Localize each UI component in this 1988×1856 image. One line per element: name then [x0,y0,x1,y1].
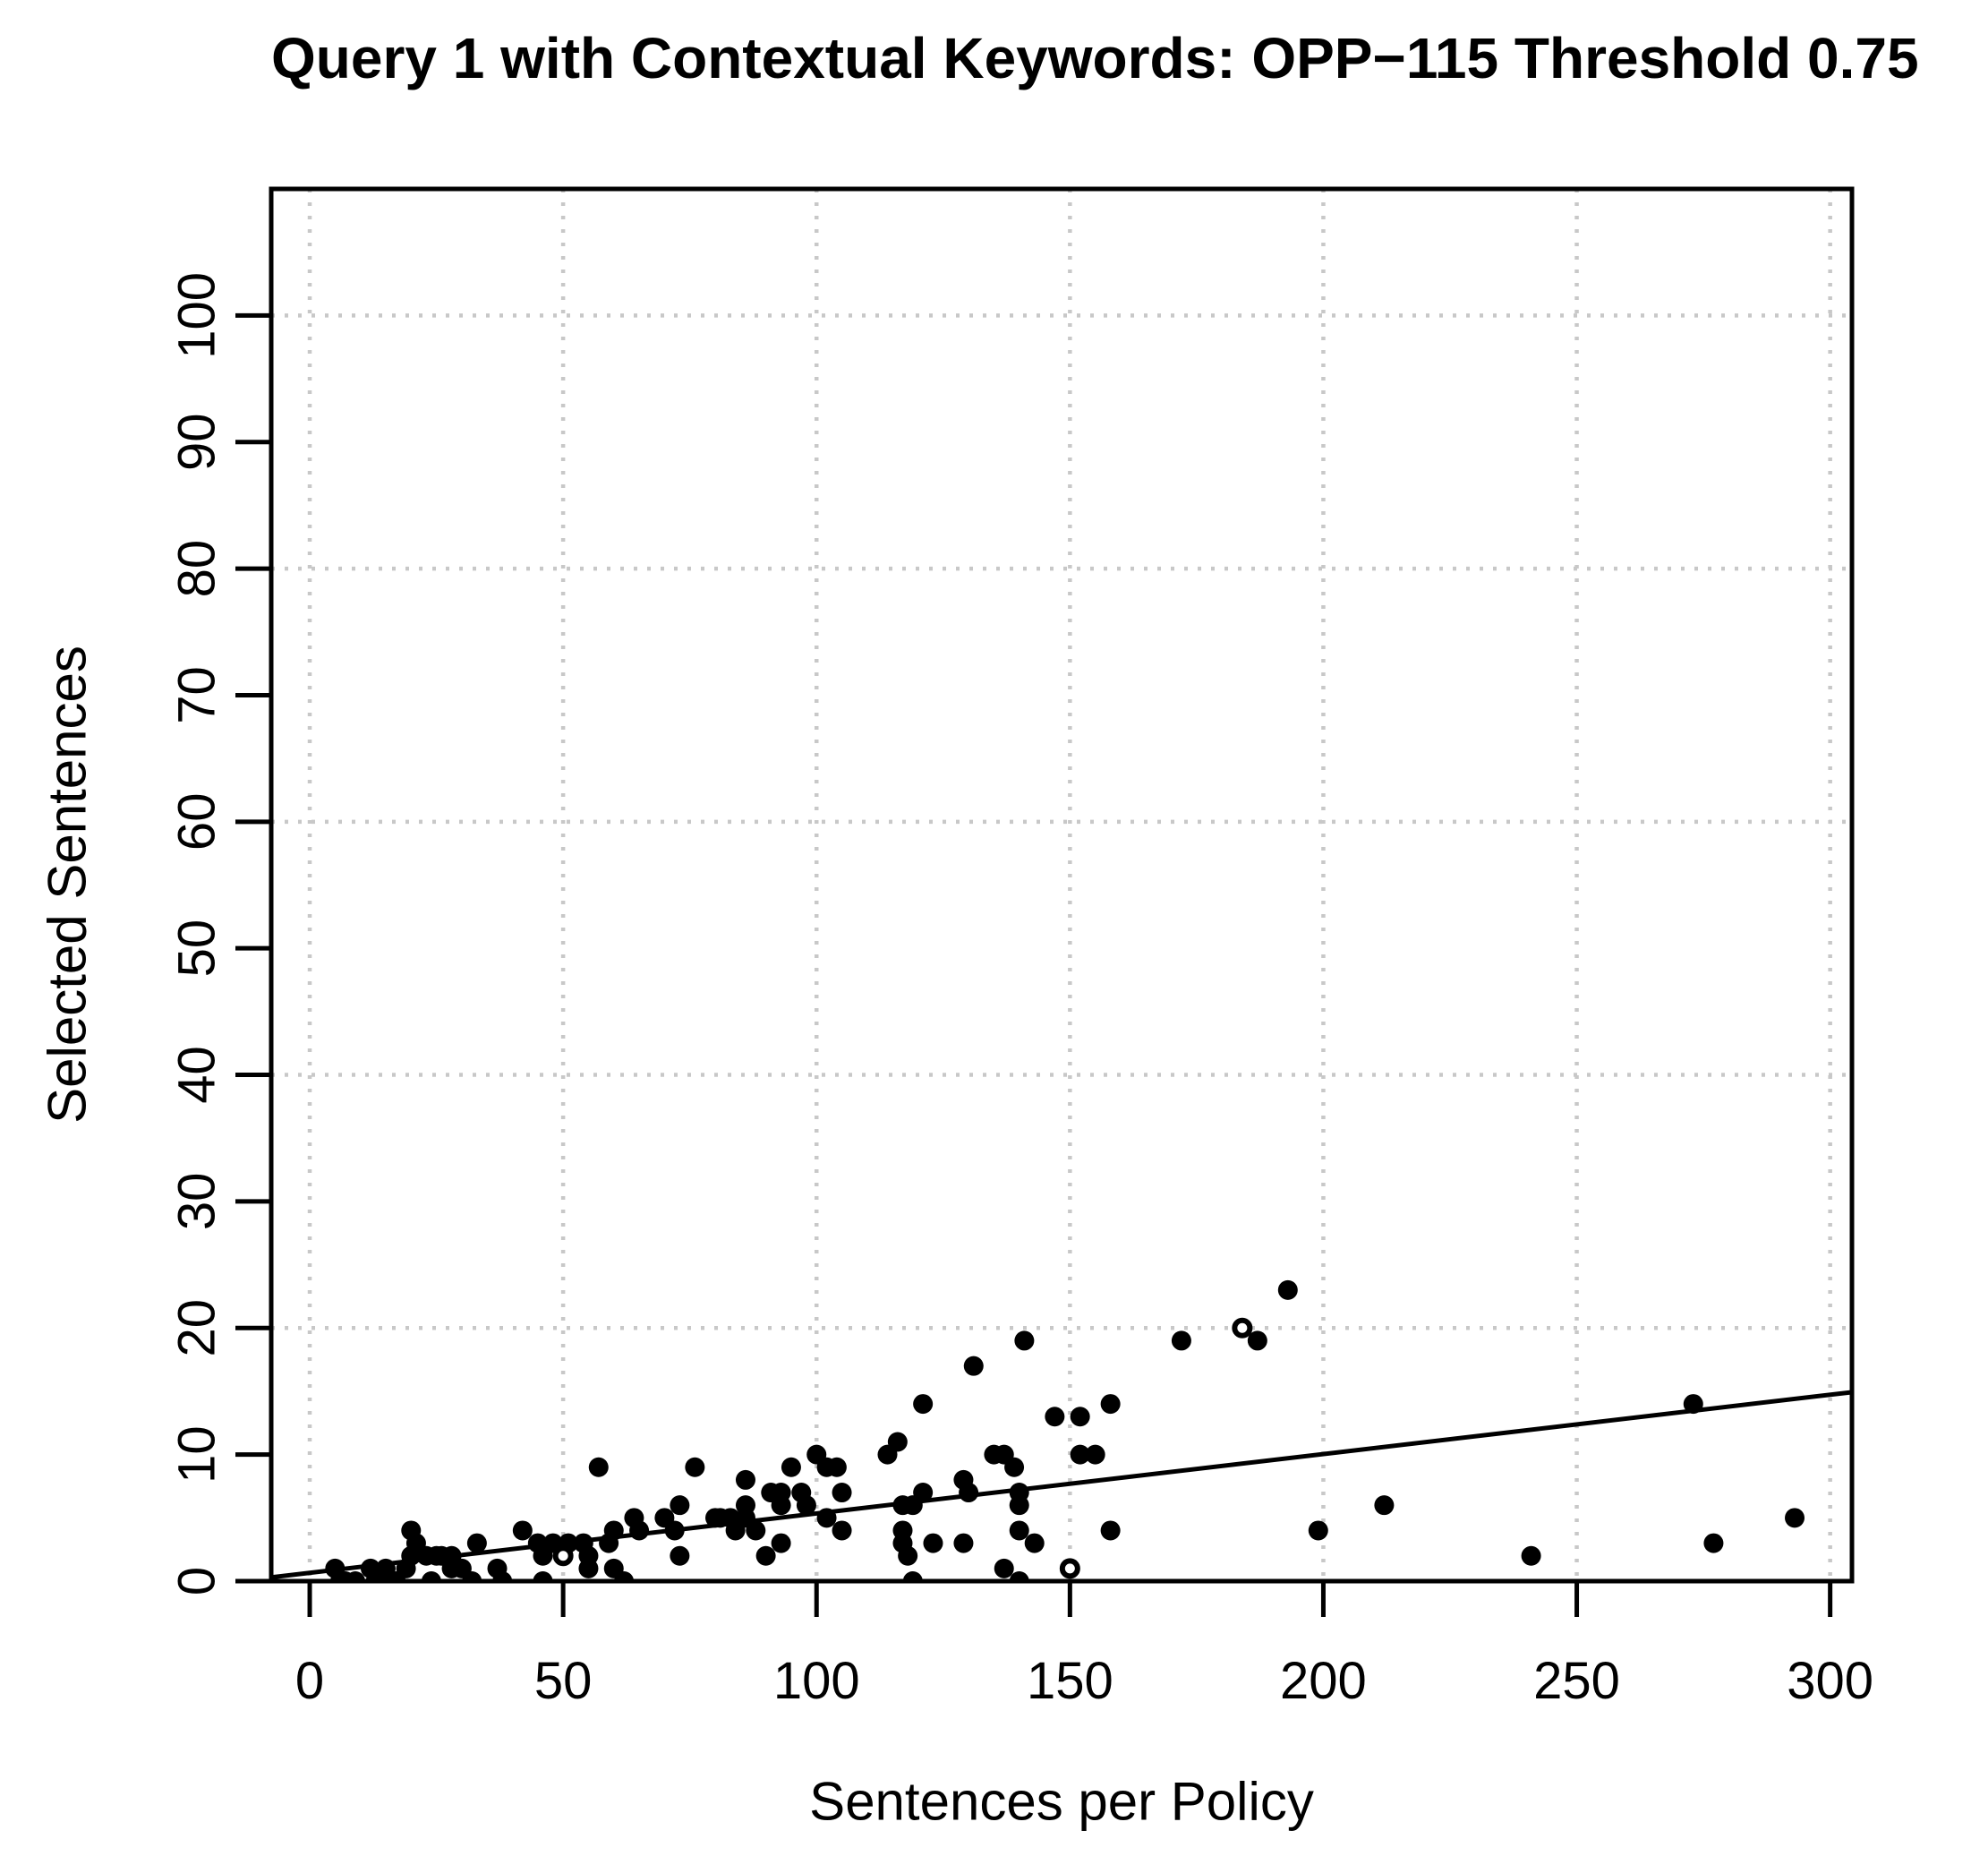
data-point [1085,1444,1105,1465]
data-point [1374,1495,1395,1516]
y-tick-label: 40 [168,1046,226,1104]
data-layer [271,1279,1852,1581]
data-point [685,1457,705,1477]
data-point [588,1457,609,1477]
x-axis-title: Sentences per Policy [809,1771,1314,1832]
data-point [466,1533,487,1553]
data-point [1683,1394,1703,1415]
y-tick-label: 50 [168,919,226,978]
data-point [826,1457,847,1477]
data-point [1014,1330,1035,1351]
y-tick-label: 0 [168,1567,226,1595]
data-point [771,1533,791,1553]
data-point [1521,1545,1541,1566]
data-point [735,1469,755,1490]
data-point [898,1545,918,1566]
data-point [603,1520,624,1541]
x-tick-label: 200 [1280,1652,1367,1710]
data-point [1100,1394,1121,1415]
data-point [1070,1407,1090,1427]
y-tick-label: 20 [168,1299,226,1357]
data-point [1703,1533,1724,1553]
data-point [1009,1495,1029,1516]
data-point [670,1545,690,1566]
y-tick-label: 90 [168,413,226,471]
plot-area: 0 50 100 150 200 250 300 0 10 20 30 40 50 60 70 80 90 100 [168,186,1873,1710]
data-point-open [552,1545,574,1567]
data-point [902,1571,923,1581]
x-tick-label: 150 [1027,1652,1113,1710]
x-tick-label: 100 [773,1652,860,1710]
data-point [1009,1520,1029,1541]
y-tick-label: 60 [168,793,226,851]
data-point [614,1571,635,1581]
data-point [994,1558,1014,1578]
data-point [1247,1330,1267,1351]
y-tick-label: 10 [168,1425,226,1484]
data-point [629,1520,650,1541]
y-tick-label: 70 [168,666,226,724]
data-point [512,1520,533,1541]
data-point [664,1520,685,1541]
y-tick-label: 100 [168,272,226,359]
data-point [913,1394,934,1415]
data-point [953,1533,974,1553]
data-point-open [1232,1317,1253,1339]
x-tick-label: 0 [295,1652,324,1710]
data-point [832,1483,852,1503]
data-point [1009,1571,1029,1581]
data-point [421,1571,441,1581]
data-point [832,1520,852,1541]
x-tick-label: 50 [534,1652,593,1710]
data-point [963,1356,984,1376]
chart-title: Query 1 with Contextual Keywords: OPP−11… [271,26,1919,90]
y-tick-label: 80 [168,540,226,598]
data-point [1045,1407,1065,1427]
x-tick-label: 300 [1787,1652,1873,1710]
data-point [816,1508,837,1528]
y-axis-title: Selected Sentences [37,646,98,1124]
data-point [462,1571,482,1581]
data-point [1070,1444,1090,1465]
data-point [1024,1533,1045,1553]
data-point [345,1571,365,1581]
data-point [1004,1457,1025,1477]
data-point [913,1483,934,1503]
data-point [771,1495,791,1516]
data-point [578,1558,599,1578]
data-point [1277,1279,1298,1300]
x-tick-label: 250 [1533,1652,1620,1710]
data-point [670,1495,690,1516]
data-point [1308,1520,1328,1541]
plot-box [269,186,1855,1584]
data-point [746,1520,766,1541]
data-point [887,1432,908,1452]
data-point-open [1059,1558,1080,1579]
data-point [923,1533,943,1553]
data-point [959,1483,979,1503]
data-point [755,1545,776,1566]
data-point [492,1571,513,1581]
data-point [781,1457,801,1477]
data-point [1171,1330,1191,1351]
data-point [796,1495,816,1516]
data-point [533,1571,553,1581]
y-tick-label: 30 [168,1173,226,1231]
data-point [1785,1508,1805,1528]
data-point [1100,1520,1121,1541]
